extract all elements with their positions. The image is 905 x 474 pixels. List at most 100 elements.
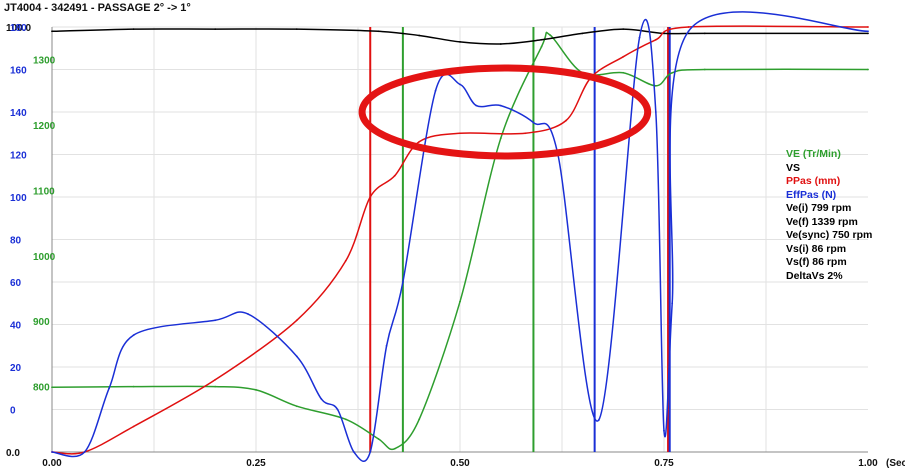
data-point	[295, 319, 298, 322]
axes	[51, 27, 868, 453]
data-point	[418, 34, 421, 37]
data-point	[320, 397, 323, 400]
data-point	[671, 71, 674, 74]
data-point	[418, 140, 421, 143]
data-point	[132, 425, 135, 428]
data-point	[532, 121, 535, 124]
y-tick-label-ve: 1100	[33, 186, 55, 197]
legend-item: Ve(f) 1339 rpm	[786, 215, 858, 228]
data-point	[654, 84, 657, 87]
data-point	[687, 26, 690, 28]
data-point	[344, 259, 347, 262]
data-point	[132, 334, 135, 337]
legend-item: EffPas (N)	[786, 188, 837, 201]
data-point	[108, 387, 111, 390]
legend-item: DeltaVs 2%	[786, 269, 843, 282]
x-tick-label: 0.00	[42, 458, 62, 469]
data-point	[459, 132, 461, 135]
y-tick-label-ve: 900	[33, 317, 50, 328]
data-point	[654, 38, 657, 41]
data-point	[565, 119, 567, 122]
data-point	[214, 319, 217, 322]
data-point	[369, 196, 372, 198]
data-point	[246, 312, 249, 315]
data-point	[344, 418, 347, 421]
y-tick-label-ve: 800	[33, 383, 50, 394]
data-point	[867, 26, 869, 28]
data-point	[132, 385, 135, 388]
data-point	[687, 30, 690, 33]
data-point	[83, 451, 86, 453]
chart-legend: VE (Tr/Min) VS PPas (mm) EffPas (N) Ve(i) 79…	[786, 148, 872, 283]
data-point	[459, 300, 461, 303]
data-point	[385, 344, 388, 347]
x-tick-label: 1.00	[858, 458, 878, 469]
y-tick-label-ppas: 100.0	[6, 23, 31, 34]
x-tick-label: 0.50	[450, 458, 470, 469]
y-tick-label-ve: 1200	[33, 121, 56, 132]
data-point	[214, 28, 217, 31]
y-tick-label-vs: 100	[10, 193, 27, 204]
y-tick-label-vs: 180	[10, 23, 27, 34]
legend-item: VE (Tr/Min)	[786, 148, 841, 160]
data-point	[401, 281, 404, 283]
legend-item: PPas (mm)	[786, 175, 841, 187]
data-point	[540, 38, 543, 41]
data-point	[393, 447, 396, 450]
legend-item: VS	[786, 161, 801, 174]
data-point	[418, 418, 421, 421]
x-axis-label: (Sec)	[886, 458, 905, 469]
data-point	[524, 132, 527, 135]
data-point	[214, 378, 217, 381]
y-tick-label-vs: 160	[10, 66, 27, 77]
y-tick-label-ve: 1000	[33, 252, 56, 263]
grid-lines	[52, 26, 868, 452]
data-point	[581, 32, 584, 35]
y-tick-label-ve: 1300	[33, 56, 56, 67]
vertical-markers	[369, 27, 671, 452]
data-point	[499, 104, 502, 107]
data-point	[867, 68, 869, 71]
highlight-ellipse	[358, 64, 652, 160]
data-point	[475, 104, 478, 107]
y-tick-label-ppas: 0.0	[6, 448, 20, 459]
data-point	[377, 30, 380, 33]
annotations	[358, 64, 652, 160]
x-tick-label: 0.25	[246, 458, 266, 469]
data-point	[51, 386, 53, 389]
data-point	[622, 55, 625, 58]
data-point	[671, 302, 674, 305]
data-point	[295, 405, 298, 408]
x-tick-labels: 0.00 0.25 0.50 0.75 1.00 (Sec)	[42, 458, 905, 469]
y-tick-label-vs: 60	[10, 278, 22, 289]
data-point	[336, 408, 339, 411]
data-point	[540, 45, 543, 48]
legend-item: Vs(f) 86 rpm	[786, 256, 847, 268]
data-point	[255, 388, 257, 391]
y-tick-label-vs: 0	[10, 406, 16, 417]
y-tick-label-vs: 140	[10, 108, 27, 119]
data-point	[132, 28, 135, 31]
data-point	[51, 30, 53, 33]
data-point	[295, 355, 298, 358]
data-point	[622, 71, 625, 74]
legend-item: Vs(i) 86 rpm	[786, 242, 847, 255]
data-point	[214, 385, 217, 388]
data-point	[663, 429, 665, 432]
data-point	[548, 33, 551, 36]
data-point	[703, 32, 706, 35]
data-point	[597, 419, 600, 422]
data-point	[295, 28, 298, 31]
data-point	[369, 451, 372, 453]
data-point	[393, 174, 396, 177]
data-point	[622, 28, 625, 31]
y-tick-label-vs: 20	[10, 363, 22, 374]
y-tick-label-vs: 80	[10, 236, 22, 247]
data-point	[867, 32, 869, 35]
legend-item: Ve(sync) 750 rpm	[786, 229, 873, 241]
data-point	[499, 43, 502, 45]
y-tick-label-vs: 120	[10, 151, 27, 162]
data-point	[499, 137, 502, 140]
y-tick-labels: 100.0 0.0 180 160 140 120 100 80 60 40 20 0 1300 1200…	[6, 23, 56, 459]
data-point	[638, 36, 641, 39]
